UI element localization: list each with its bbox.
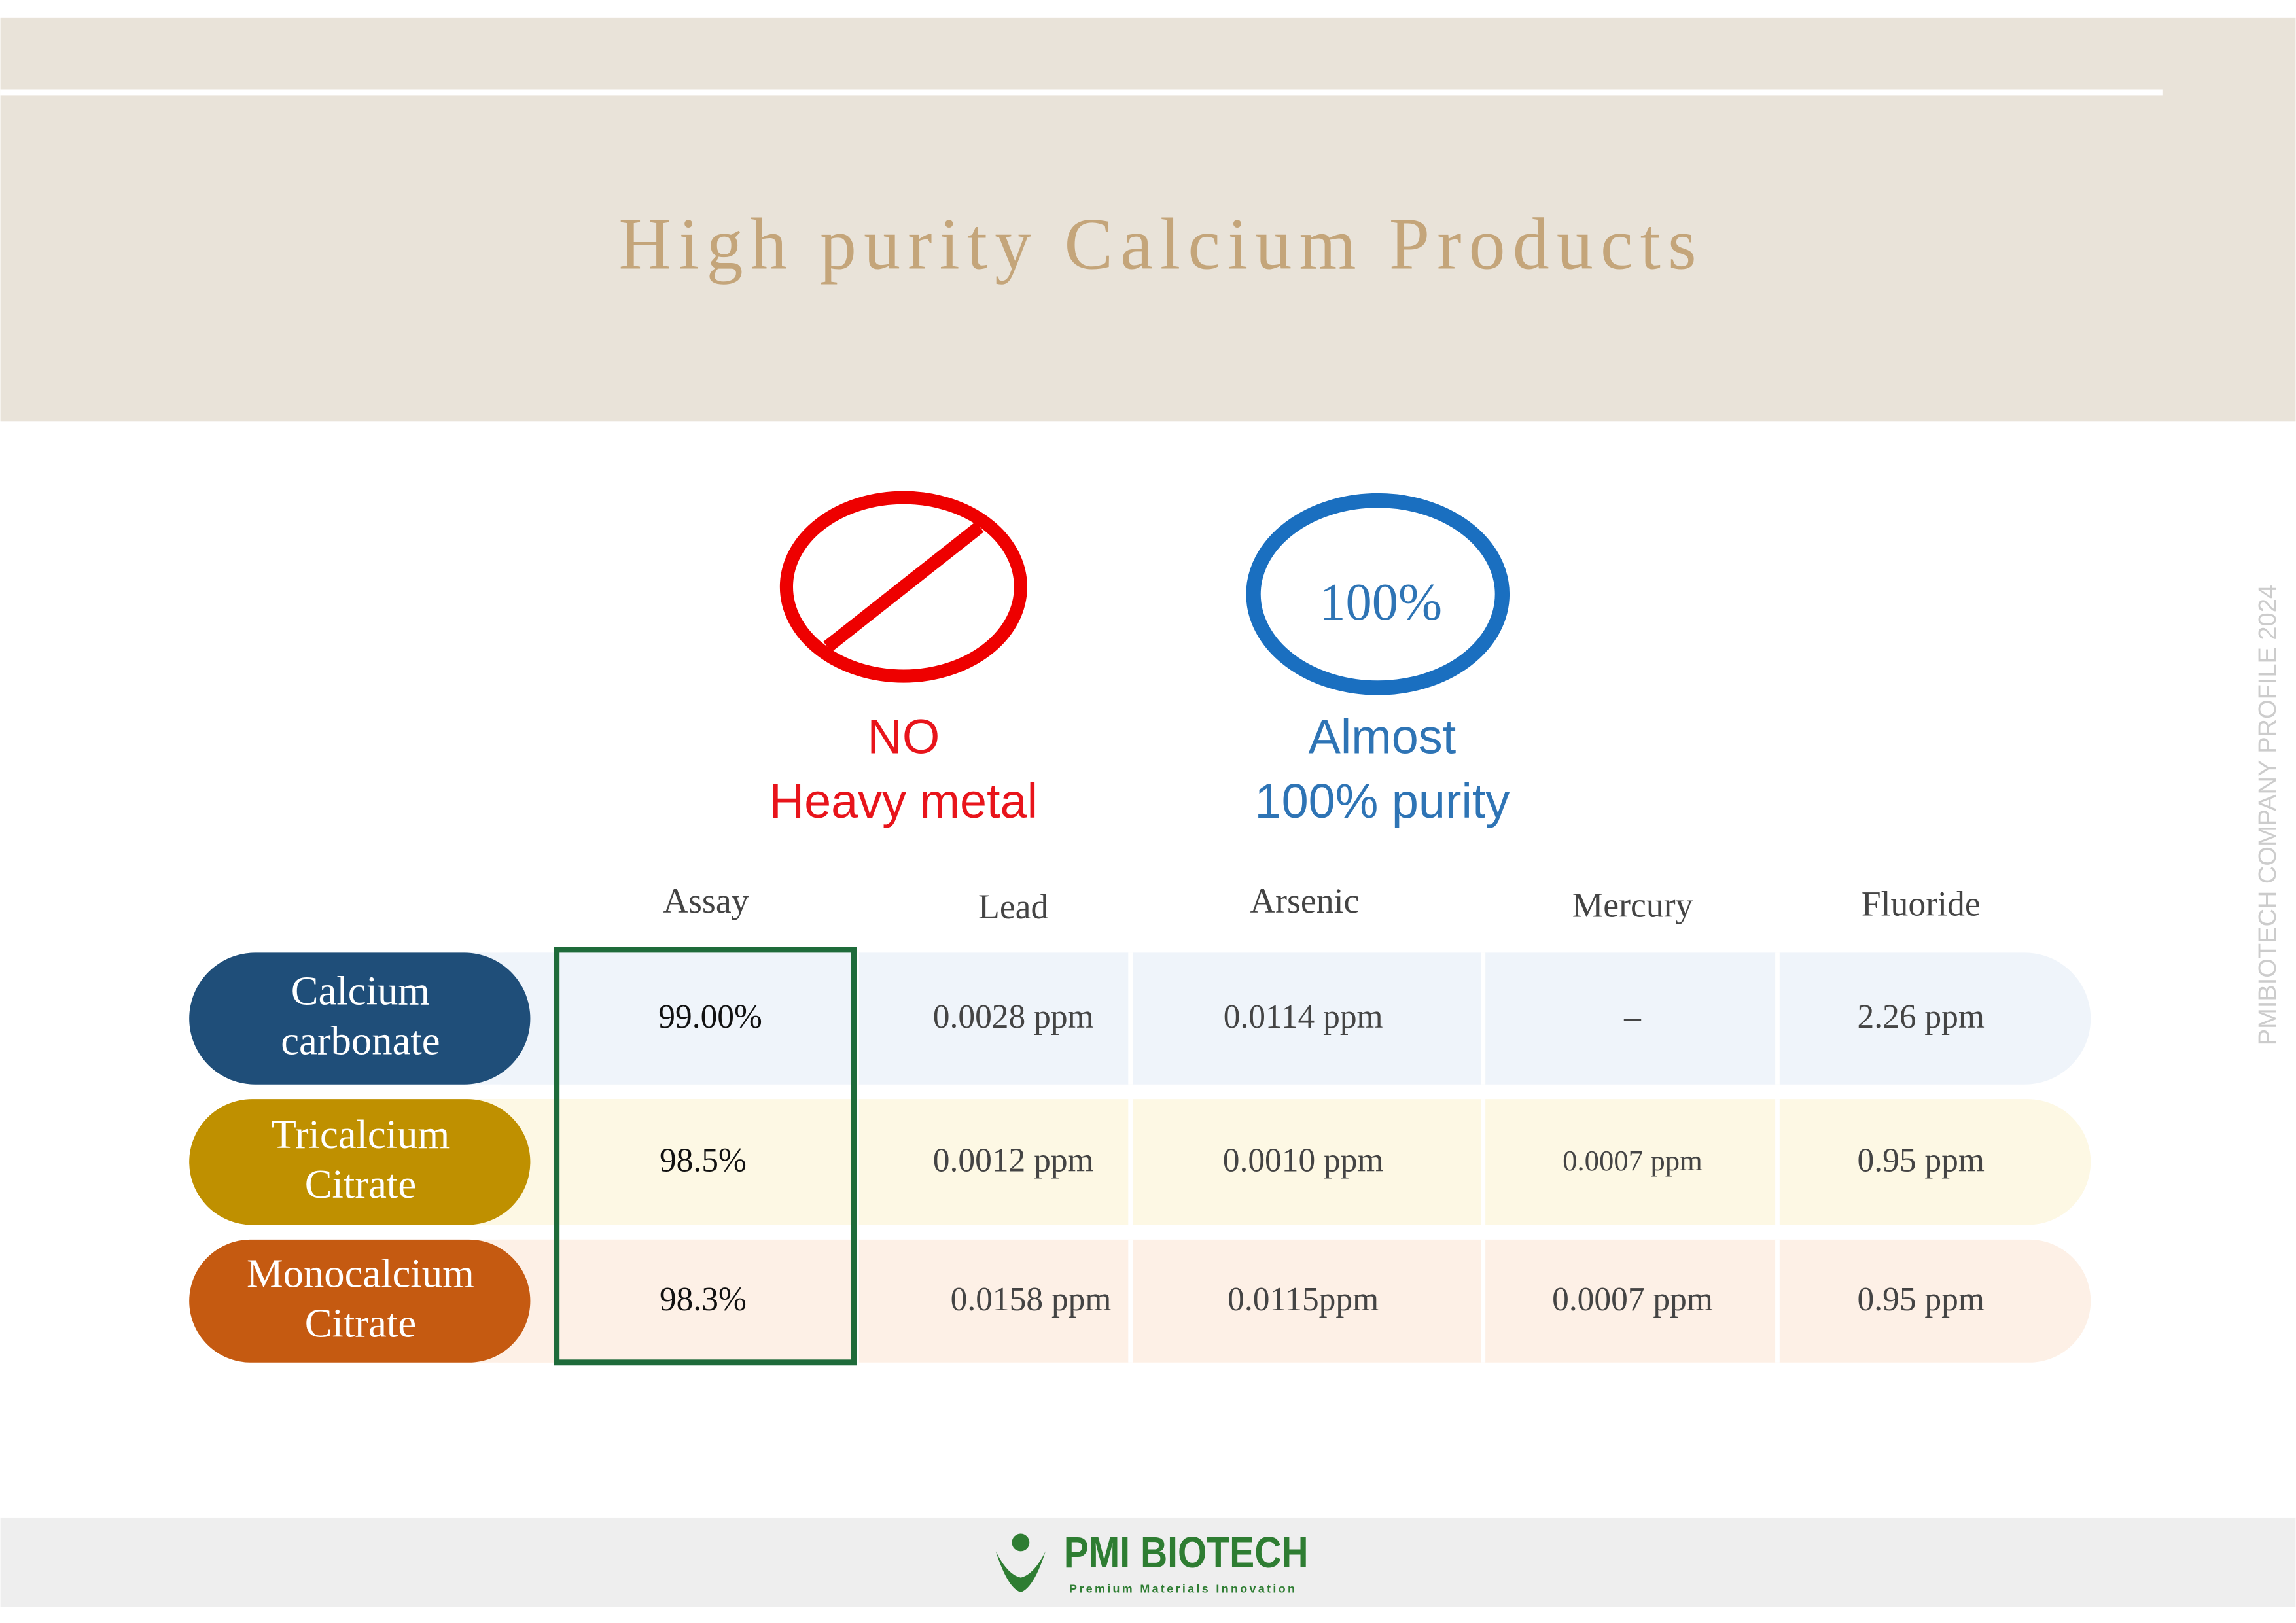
row-label-pill [189, 952, 531, 1085]
cell-value: – [1623, 998, 1642, 1036]
row-label: Monocalcium [247, 1250, 474, 1296]
logo-icon [1012, 1533, 1030, 1552]
purity-icon-text: 100% [1319, 573, 1442, 631]
cell-value: 98.5% [660, 1142, 747, 1179]
cell-value: 0.0158 ppm [951, 1281, 1112, 1318]
row-label: Tricalcium [272, 1111, 450, 1157]
purity-icon [1246, 493, 1510, 695]
no-icon [779, 491, 1027, 683]
cell-value: 0.0007 ppm [1552, 1281, 1713, 1318]
badge-text: 100% purity [1255, 774, 1510, 828]
badge-text: Almost [1309, 709, 1457, 763]
cell-value: 2.26 ppm [1858, 998, 1985, 1036]
cell-value: 0.0007 ppm [1563, 1144, 1703, 1177]
footer-brand: PMI BIOTECH [1064, 1529, 1309, 1577]
row-label: Citrate [305, 1161, 416, 1207]
column-header: Fluoride [1862, 884, 1981, 923]
row-label-pill [189, 1239, 531, 1363]
footer-band [0, 1517, 2296, 1607]
no-icon-slash [823, 521, 984, 652]
column-header: Mercury [1572, 886, 1693, 925]
column-header: Lead [978, 887, 1048, 926]
cell-value: 98.3% [660, 1281, 747, 1318]
row-label: Citrate [305, 1300, 416, 1346]
cell-value: 99.00% [658, 998, 762, 1036]
logo-icon [995, 1551, 1046, 1593]
row-label-pill [189, 1099, 531, 1225]
footer-logo: PMI BIOTECH Premium Materials Innovation [995, 1529, 1309, 1595]
assay-highlight [554, 947, 857, 1366]
cell-value: 0.95 ppm [1858, 1142, 1985, 1179]
cell-value: 0.95 ppm [1858, 1281, 1985, 1318]
cell-value: 0.0010 ppm [1223, 1142, 1384, 1179]
cell-value: 0.0028 ppm [933, 998, 1094, 1036]
badge-text: NO [868, 709, 940, 763]
cell-value: 0.0115ppm [1227, 1281, 1379, 1318]
row-label: carbonate [281, 1018, 440, 1064]
cell-value: 0.0012 ppm [933, 1142, 1094, 1179]
header-band [0, 17, 2296, 422]
cell-value: 0.0114 ppm [1224, 998, 1383, 1036]
footer-tagline: Premium Materials Innovation [1069, 1582, 1297, 1595]
badge-text: Heavy metal [769, 774, 1038, 828]
column-header: Assay [663, 881, 749, 920]
side-text: PMIBIOTECH COMPANY PROFILE 2024 [2254, 585, 2282, 1045]
title: High purity Calcium Products [618, 203, 1703, 285]
row-label: Calcium [291, 968, 430, 1014]
column-header: Arsenic [1250, 881, 1359, 920]
